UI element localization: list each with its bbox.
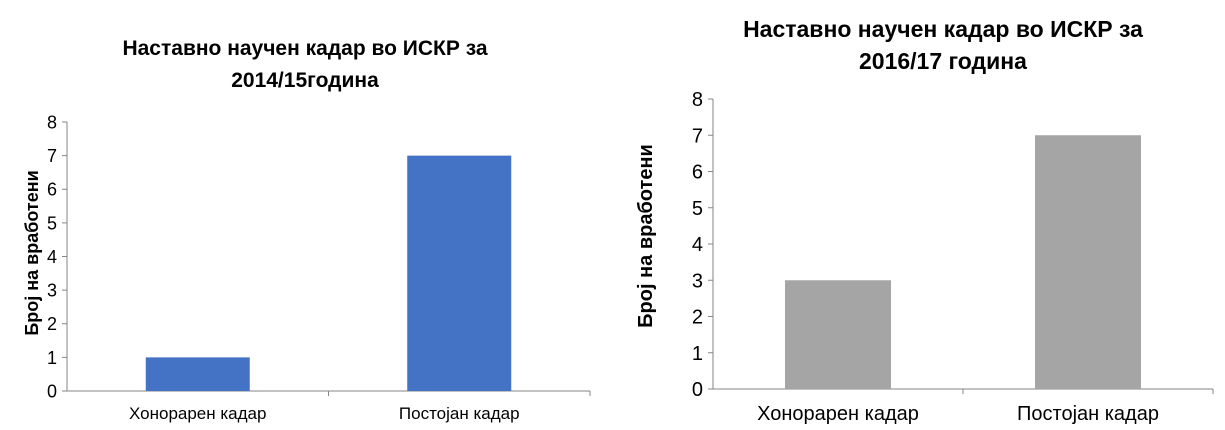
chart-marks: 0 1 2 3 4 5 6 7 8 Хонорарен кадар Постојан кадар [692,89,1214,425]
chart-marks: 0 1 2 3 4 5 6 7 8 Хонорарен кадар Постојан кадар [47,112,591,423]
y-tick-label: 2 [692,307,703,329]
y-tick-label: 0 [47,381,57,401]
x-category-label: Постојан кадар [1017,403,1159,425]
y-tick-label: 6 [692,162,703,184]
bar [785,280,891,389]
bar-chart-2014-15: Наставно научен кадар во ИСКР за 2014/15… [22,37,591,423]
y-tick-label: 8 [47,112,57,132]
y-axis-label: Број на вработени [635,144,657,328]
chart-title-line-2: 2014/15година [231,69,379,92]
x-category-label: Хонорарен кадар [757,403,919,425]
y-tick-label: 6 [47,180,57,200]
y-axis-label: Број на вработени [22,170,42,335]
chart-title-line-1: Наставно научен кадар во ИСКР за [743,16,1143,42]
chart-title-line-1: Наставно научен кадар во ИСКР за [122,37,487,60]
y-tick-label: 4 [692,234,703,256]
bar [407,155,512,391]
x-category-label: Постојан кадар [399,404,520,423]
y-tick-label: 7 [692,125,703,147]
x-category-label: Хонорарен кадар [129,404,266,423]
bar-chart-2016-17: Наставно научен кадар во ИСКР за 2016/17… [635,16,1214,425]
y-tick-label: 5 [47,213,57,233]
y-tick-label: 4 [47,247,57,267]
y-tick-label: 1 [47,348,57,368]
y-tick-label: 5 [692,198,703,220]
y-tick-label: 8 [692,89,703,111]
bar [1035,135,1141,389]
y-tick-label: 1 [692,343,703,365]
y-tick-label: 3 [47,281,57,301]
y-tick-label: 3 [692,270,703,292]
bar [145,357,250,391]
chart-right: Наставно научен кадар во ИСКР за 2016/17… [610,0,1225,430]
chart-left: Наставно научен кадар во ИСКР за 2014/15… [0,0,610,430]
y-tick-label: 0 [692,379,703,401]
chart-title-line-2: 2016/17 година [859,48,1027,74]
y-tick-label: 2 [47,314,57,334]
y-tick-label: 7 [47,146,57,166]
